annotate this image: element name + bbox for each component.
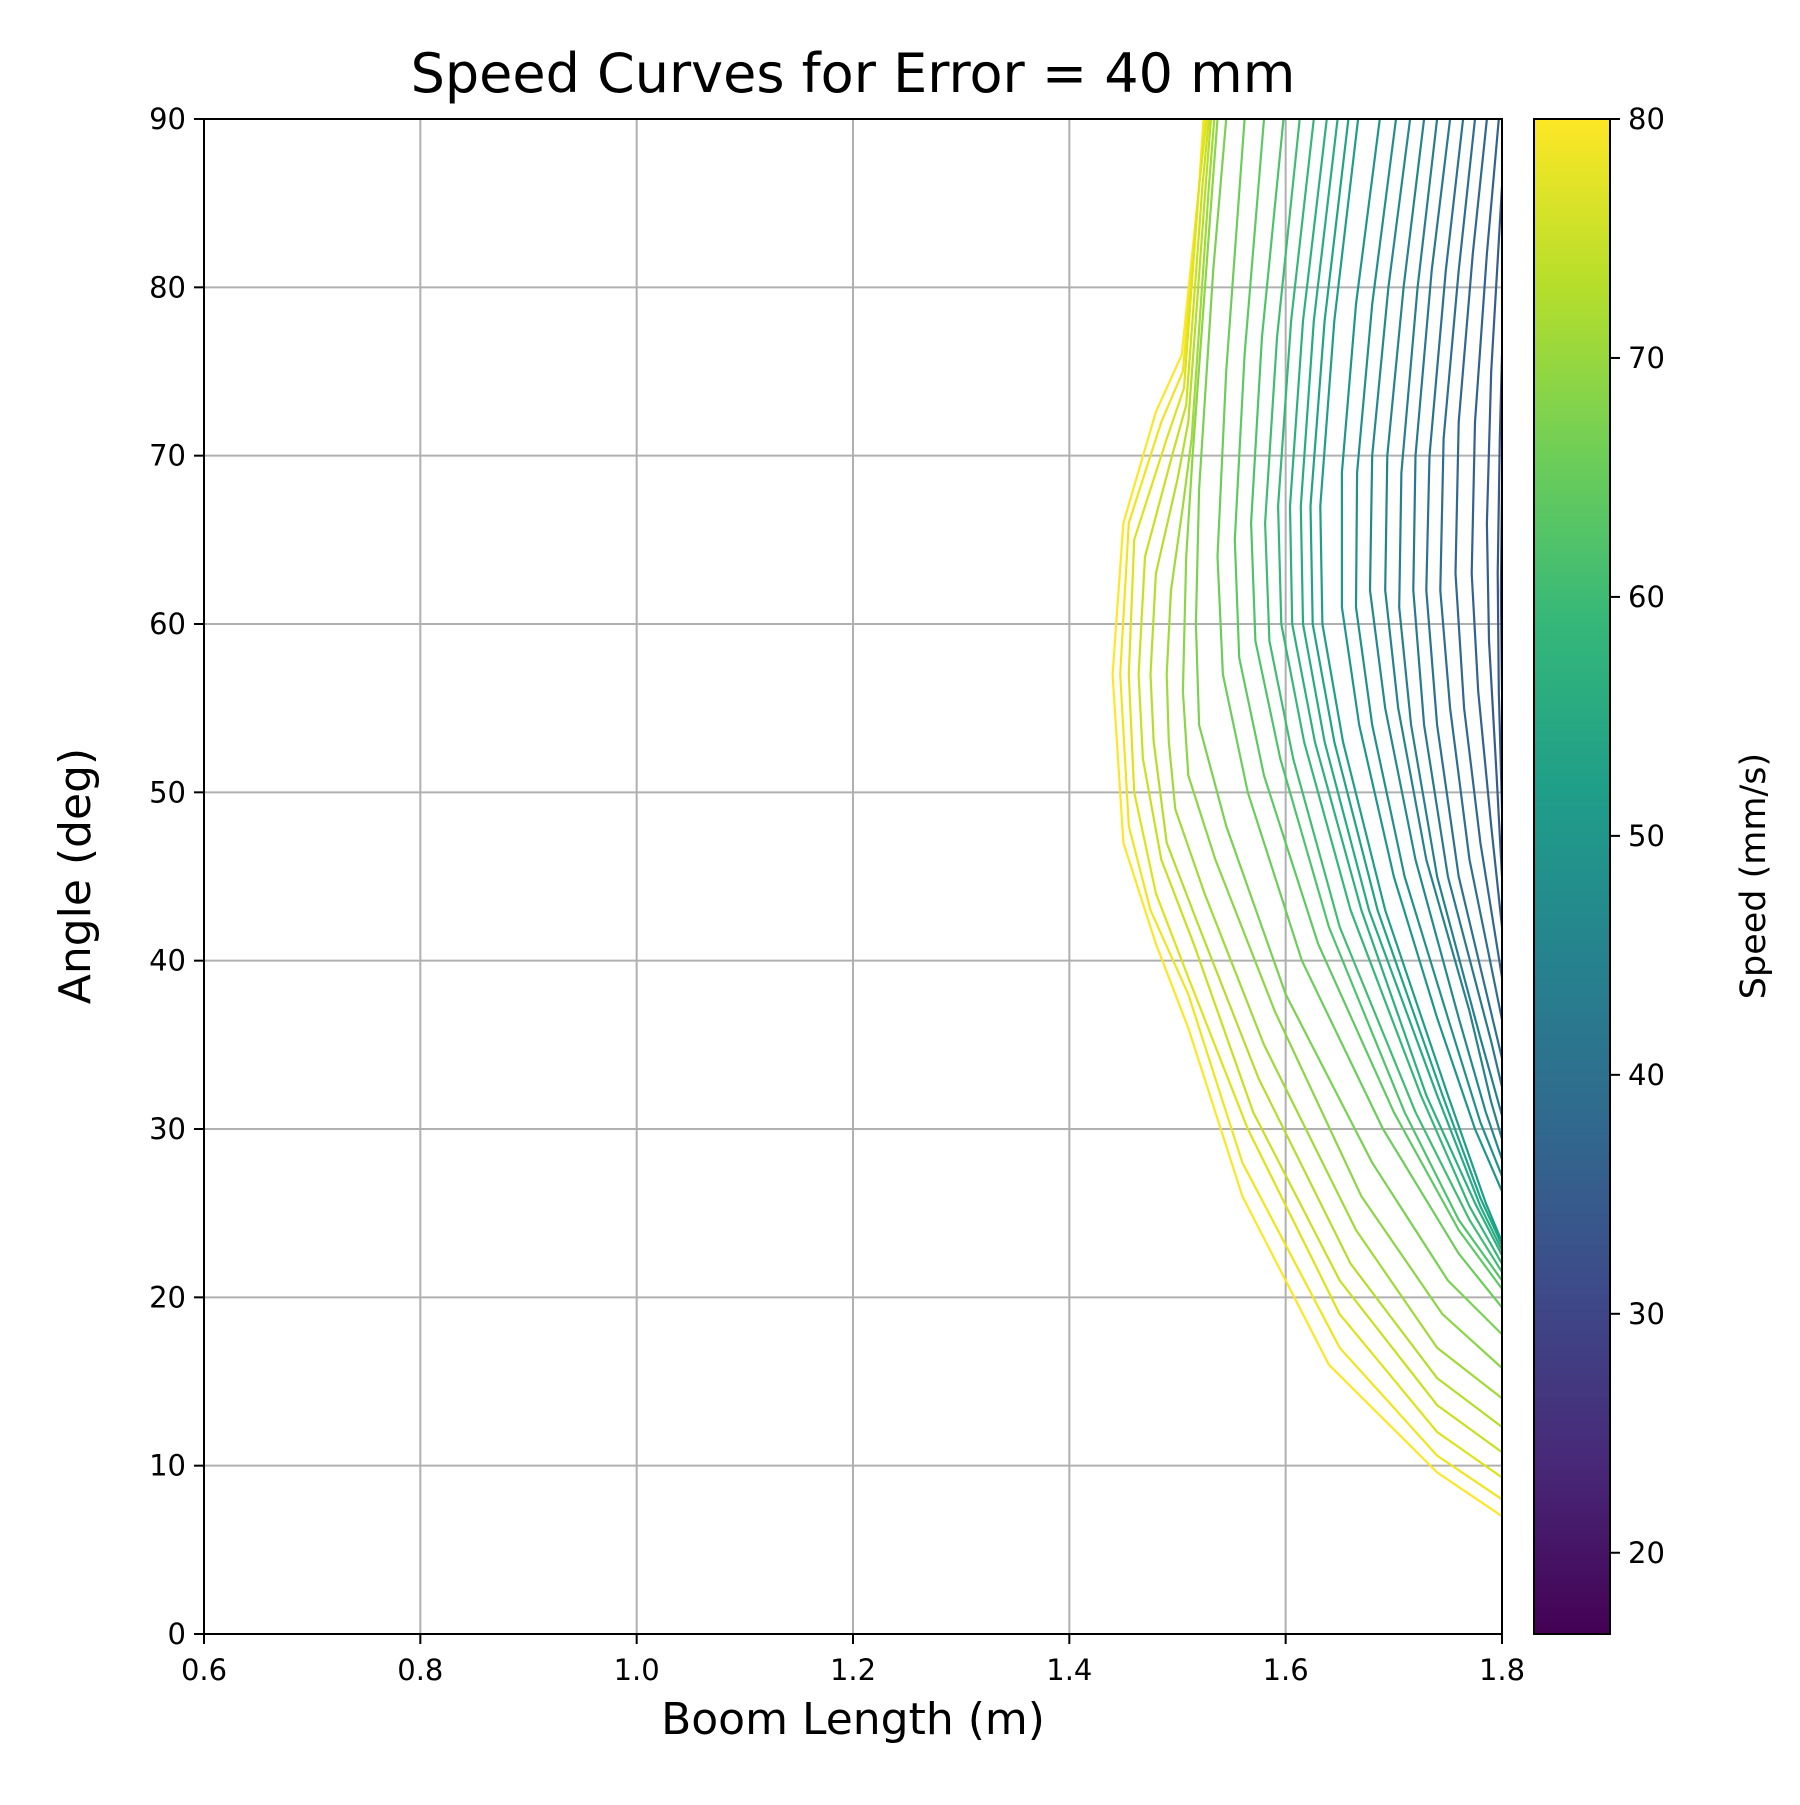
speed-curve bbox=[1309, 119, 1502, 1246]
speed-curve bbox=[1194, 119, 1502, 1336]
speed-curve bbox=[1127, 119, 1502, 1479]
y-tick-label: 80 bbox=[149, 270, 186, 304]
x-axis-label: Boom Length (m) bbox=[661, 1694, 1045, 1745]
speed-curve bbox=[1149, 119, 1502, 1428]
y-axis-label: Angle (deg) bbox=[50, 748, 101, 1004]
y-tick-label: 10 bbox=[149, 1449, 186, 1483]
speed-curve bbox=[1299, 119, 1502, 1251]
colorbar-tick-label: 40 bbox=[1628, 1058, 1665, 1092]
y-tick-label: 90 bbox=[149, 102, 186, 136]
colorbar-tick-label: 70 bbox=[1628, 341, 1665, 375]
colorbar-gradient bbox=[1533, 118, 1611, 1635]
colorbar-tick-label: 80 bbox=[1628, 102, 1665, 136]
speed-curve bbox=[1439, 119, 1502, 1020]
x-axis-ticks: 0.6 0.8 1.0 1.2 1.4 1.6 1.8 bbox=[181, 1634, 1525, 1687]
speed-curve bbox=[1233, 119, 1502, 1290]
y-tick-label: 40 bbox=[149, 944, 186, 978]
x-tick-label: 1.2 bbox=[830, 1653, 876, 1687]
y-tick-label: 70 bbox=[149, 439, 186, 473]
speed-curve bbox=[1412, 119, 1502, 1088]
y-tick-label: 30 bbox=[149, 1112, 186, 1146]
speed-curve bbox=[1119, 119, 1502, 1501]
speed-curve bbox=[1181, 119, 1502, 1369]
y-axis-ticks: 0 10 20 30 40 50 60 70 80 90 bbox=[149, 102, 204, 1651]
speed-curve bbox=[1288, 119, 1502, 1256]
y-tick-label: 20 bbox=[149, 1280, 186, 1314]
x-tick-label: 0.8 bbox=[397, 1653, 443, 1687]
speed-curve bbox=[1277, 119, 1502, 1265]
colorbar-label: Speed (mm/s) bbox=[1734, 753, 1774, 999]
speed-curve bbox=[1165, 119, 1502, 1400]
speed-curve bbox=[1384, 119, 1502, 1140]
x-tick-label: 1.8 bbox=[1479, 1653, 1525, 1687]
x-tick-label: 1.4 bbox=[1046, 1653, 1092, 1687]
speed-curve bbox=[1111, 119, 1502, 1518]
speed-curve bbox=[1340, 119, 1502, 1192]
x-tick-label: 0.6 bbox=[181, 1653, 227, 1687]
speed-curve bbox=[1368, 119, 1502, 1160]
speed-curve bbox=[1354, 119, 1502, 1177]
speed-curve bbox=[1250, 119, 1502, 1282]
colorbar: 20 30 40 50 60 70 80 Speed (mm/s) bbox=[1533, 102, 1774, 1635]
x-tick-label: 1.6 bbox=[1263, 1653, 1309, 1687]
y-tick-label: 0 bbox=[168, 1617, 186, 1651]
y-tick-label: 60 bbox=[149, 607, 186, 641]
speed-curve bbox=[1137, 119, 1502, 1454]
colorbar-tick-label: 20 bbox=[1628, 1536, 1665, 1570]
speed-curve bbox=[1319, 119, 1502, 1243]
colorbar-tick-label: 50 bbox=[1628, 819, 1665, 853]
chart-title: Speed Curves for Error = 40 mm bbox=[411, 42, 1296, 105]
y-tick-label: 50 bbox=[149, 775, 186, 809]
speed-curve bbox=[1264, 119, 1502, 1273]
colorbar-tick-label: 30 bbox=[1628, 1297, 1665, 1331]
colorbar-ticks: 20 30 40 50 60 70 80 bbox=[1610, 102, 1665, 1570]
speed-curve bbox=[1216, 119, 1502, 1309]
speed-curve bbox=[1496, 354, 1502, 810]
speed-curve bbox=[1425, 119, 1502, 1059]
speed-curve bbox=[1485, 186, 1502, 877]
colorbar-tick-label: 60 bbox=[1628, 580, 1665, 614]
speed-curve bbox=[1470, 119, 1502, 928]
speed-curves bbox=[1111, 119, 1502, 1518]
speed-curve bbox=[1454, 119, 1502, 978]
speed-curve bbox=[1398, 119, 1502, 1116]
x-tick-label: 1.0 bbox=[614, 1653, 660, 1687]
